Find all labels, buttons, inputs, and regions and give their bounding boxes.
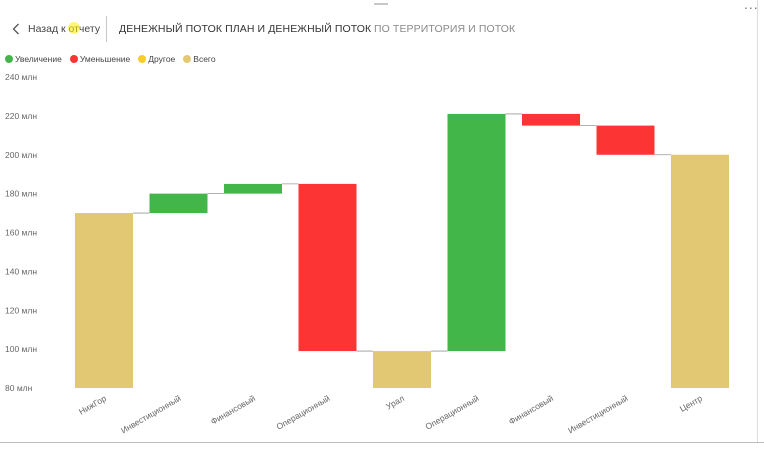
legend-item-total[interactable]: Всего [183,54,216,64]
chevron-left-icon [12,23,19,35]
y-tick-label: 100 млн [5,344,37,354]
hand-cursor-icon [68,22,80,34]
bar-decrease[interactable] [596,125,655,155]
chart-legend: Увеличение Уменьшение Другое Всего [5,54,224,64]
x-tick-label: Центр [678,393,704,414]
panel-drag-handle[interactable] [374,3,388,5]
bar-decrease[interactable] [298,183,357,352]
y-tick-label: 200 млн [5,150,37,160]
legend-dot-decrease [69,55,78,63]
legend-item-increase[interactable]: Увеличение [5,54,62,64]
legend-dot-other [138,55,147,63]
x-axis: НижГор Инвестиционный Финансовый Операционн… [77,393,704,436]
bar-total[interactable] [373,351,431,388]
tab-by-territory[interactable]: ПО ТЕРРИТОРИЯ И ПОТОК [374,23,516,35]
y-tick-label: 120 млн [5,305,37,315]
bar-total[interactable] [671,154,729,388]
y-axis: 80 млн 100 млн 120 млн 140 млн 160 млн 180 мл… [5,72,37,393]
y-tick-label: 220 млн [5,111,37,121]
x-tick-label: Инвестиционный [566,393,630,436]
bar-increase[interactable] [149,193,208,214]
legend-label-other: Другое [148,54,176,64]
y-tick-label: 180 млн [5,189,37,199]
legend-label-increase: Увеличение [15,54,62,64]
x-tick-label: НижГор [77,393,108,417]
right-border [757,0,758,442]
y-tick-label: 140 млн [5,266,37,276]
y-tick-label: 240 млн [5,72,37,82]
x-tick-label: Урал [384,393,406,411]
y-tick-label: 80 млн [5,383,33,393]
legend-label-decrease: Уменьшение [79,54,131,64]
bar-decrease[interactable] [522,113,580,126]
legend-label-total: Всего [193,54,216,64]
x-tick-label: Операционный [275,393,332,432]
legend-dot-increase [5,55,13,63]
x-tick-label: Финансовый [209,393,257,427]
bar-increase[interactable] [447,113,506,352]
legend-item-decrease[interactable]: Уменьшение [69,54,131,64]
more-options-icon[interactable]: ... [744,0,759,12]
legend-item-other[interactable]: Другое [138,54,175,64]
bars [75,113,729,388]
bottom-border [0,442,764,443]
back-to-report-button[interactable]: Назад к отчету [12,20,100,38]
header-divider [106,16,107,42]
x-tick-label: Инвестиционный [119,393,183,436]
bar-total[interactable] [75,213,133,388]
x-tick-label: Финансовый [507,393,555,427]
y-tick-label: 160 млн [5,228,37,238]
bar-increase[interactable] [224,183,282,194]
x-tick-label: Операционный [424,393,481,432]
tab-cash-flow-plan[interactable]: ДЕНЕЖНЫЙ ПОТОК ПЛАН И ДЕНЕЖНЫЙ ПОТОК [119,23,372,35]
waterfall-chart: 80 млн 100 млн 120 млн 140 млн 160 млн 180 мл… [5,72,729,436]
bar-connectors [133,113,671,352]
back-label: Назад к отчету [28,23,101,35]
legend-dot-total [183,55,192,63]
